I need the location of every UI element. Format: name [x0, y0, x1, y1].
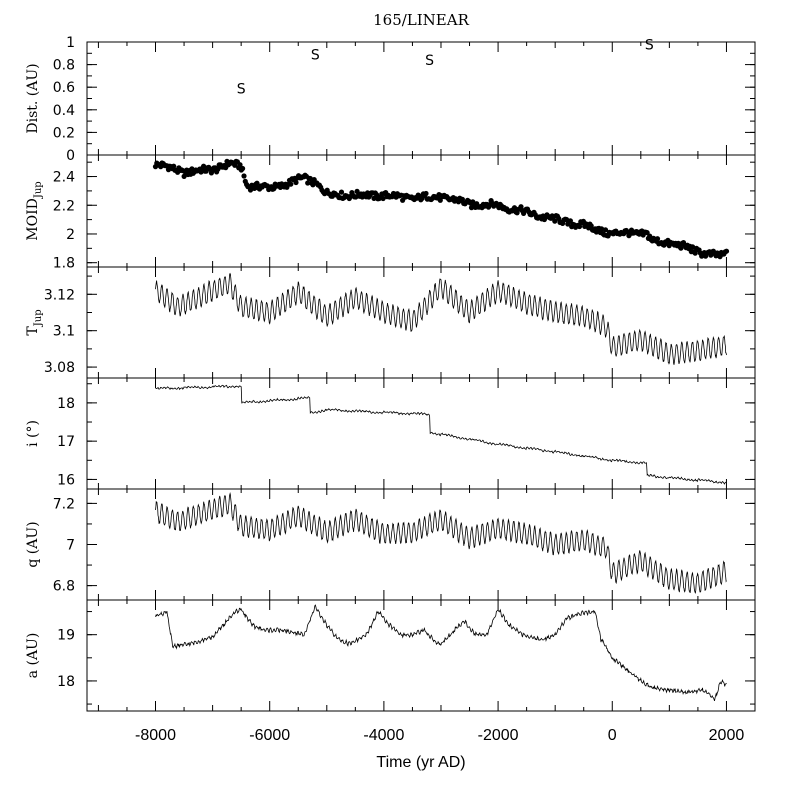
y-tick-label: 1 [66, 35, 75, 51]
y-axis-label-subscript: Jup [33, 181, 44, 199]
series-line-tjup [155, 272, 727, 365]
y-tick-label: 3.08 [44, 360, 75, 376]
series-line-q [155, 492, 727, 594]
y-tick-label: 19 [57, 628, 75, 644]
y-tick-label: 6.8 [53, 579, 75, 595]
moid-point [423, 190, 429, 197]
moid-point [293, 179, 299, 186]
moid-point [305, 180, 311, 186]
moid-point [171, 163, 177, 169]
y-tick-label: 2 [66, 227, 75, 243]
y-tick-label: 1.8 [53, 256, 75, 272]
moid-point [181, 173, 187, 179]
moid-point [201, 163, 207, 169]
x-tick-label: 2000 [709, 727, 745, 744]
encounter-marker: S [311, 47, 320, 63]
encounter-marker: S [237, 81, 246, 97]
moid-point [588, 223, 594, 229]
moid-point [599, 226, 605, 232]
panel-frame-q [86, 488, 756, 601]
moid-point [654, 236, 661, 242]
y-axis-label-incl: i (°) [25, 420, 41, 447]
y-tick-label: 0.6 [53, 80, 75, 96]
series-line-a [155, 604, 727, 702]
x-tick-label: -8000 [135, 727, 176, 744]
moid-point [678, 245, 684, 251]
x-axis-label: Time (yr AD) [376, 754, 465, 771]
moid-point [307, 175, 313, 182]
panel-moid: 1.8 2 2.2 2.4 MOIDJup [25, 154, 756, 272]
panel-q: 6.8 7 7.2 q (AU) [25, 488, 756, 601]
x-tick-label: -4000 [363, 727, 404, 744]
moid-point [354, 188, 360, 194]
encounter-marker: S [645, 37, 654, 53]
y-axis-label-moid: MOIDJup [25, 181, 44, 240]
moid-point [288, 181, 294, 187]
series-line-incl [155, 384, 727, 485]
y-axis-label-dist: Dist. (AU) [25, 63, 41, 133]
y-axis-label-text: Dist. (AU) [25, 63, 41, 133]
moid-point [723, 248, 730, 254]
moid-point [518, 204, 524, 210]
y-axis-label-text: MOID [25, 198, 41, 241]
panels-layer: 0 0.2 0.4 0.6 0.8 1 Dist. (AU) S S S S 1.8 2 2.2 2.4 MO… [25, 35, 756, 712]
y-axis-label-subscript: Jup [33, 309, 44, 327]
panel-frame-dist [86, 41, 756, 156]
panel-dist: 0 0.2 0.4 0.6 0.8 1 Dist. (AU) S S S S [25, 35, 756, 164]
x-tick-label: -2000 [478, 727, 519, 744]
moid-point [338, 189, 345, 195]
x-axis: -8000 -6000 -4000 -2000 0 2000 [135, 727, 744, 744]
y-tick-label: 2.2 [53, 198, 75, 214]
y-tick-label: 7 [66, 538, 75, 554]
y-tick-label: 0.2 [53, 125, 75, 141]
panel-frame-incl [86, 377, 756, 490]
y-tick-label: 0 [66, 148, 75, 164]
y-tick-label: 3.12 [44, 287, 75, 303]
moid-point [459, 196, 465, 202]
y-tick-label: 18 [57, 674, 75, 690]
x-tick-label: 0 [608, 727, 617, 744]
y-tick-label: 7.2 [53, 496, 75, 512]
moid-point [215, 166, 221, 172]
y-axis-label-text: a (AU) [25, 633, 41, 679]
panel-frame-a [86, 599, 756, 712]
panel-frame-tjup [86, 266, 756, 379]
moid-point [511, 205, 518, 211]
y-axis-label-text: q (AU) [25, 521, 41, 567]
moid-point [241, 173, 247, 179]
x-tick-label: -6000 [249, 727, 290, 744]
moid-point [254, 180, 260, 186]
moid-point [552, 218, 558, 224]
y-axis-label-text: T [25, 326, 41, 336]
moid-point [374, 192, 380, 198]
y-tick-label: 0.4 [53, 103, 75, 119]
moid-point [251, 185, 257, 191]
y-tick-label: 17 [57, 434, 75, 450]
moid-point [380, 195, 386, 202]
chart-title: 165/LINEAR [373, 11, 469, 29]
y-axis-label-text: i (°) [25, 420, 41, 447]
moid-point [576, 223, 583, 230]
moid-point [371, 195, 377, 201]
moid-point [690, 244, 696, 250]
y-tick-label: 18 [57, 396, 75, 412]
moid-point [602, 227, 609, 233]
moid-point [556, 215, 562, 222]
y-tick-label: 0.8 [53, 58, 75, 74]
moid-point [437, 197, 443, 203]
panel-incl: 16 17 18 i (°) [25, 377, 756, 490]
moid-point [237, 162, 243, 168]
encounter-marker: S [425, 53, 434, 69]
y-axis-label-q: q (AU) [25, 521, 41, 567]
y-tick-label: 2.4 [53, 170, 75, 186]
y-axis-label-tjup: TJup [25, 309, 44, 335]
y-tick-label: 3.1 [53, 324, 75, 340]
panel-a: 18 19 a (AU) [25, 599, 756, 712]
y-axis-label-a: a (AU) [25, 633, 41, 679]
moid-point [240, 165, 246, 172]
y-tick-label: 16 [57, 472, 75, 488]
